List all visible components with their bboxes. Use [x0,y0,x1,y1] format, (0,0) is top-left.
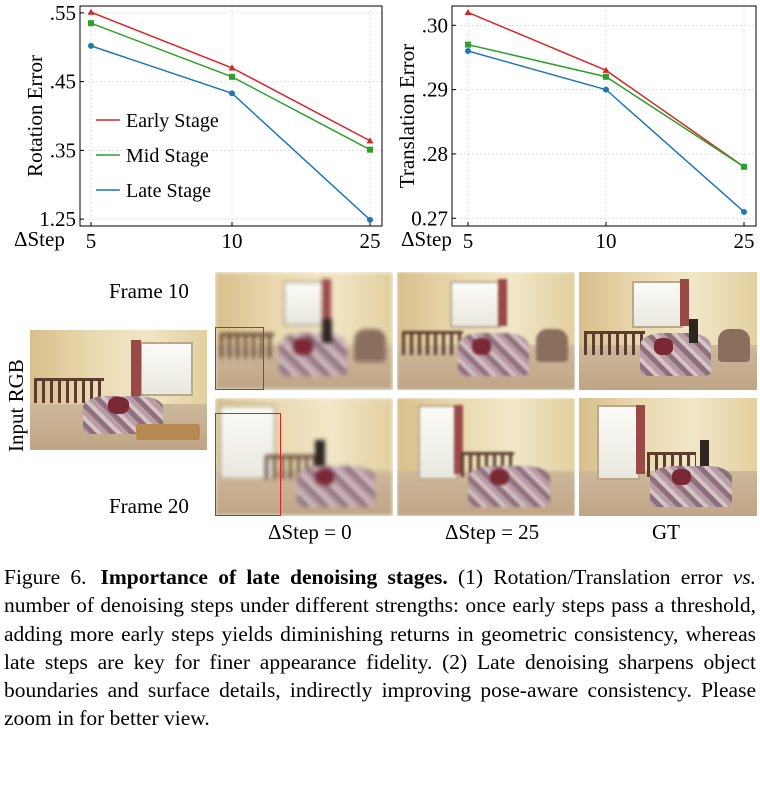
plot-frame [451,5,757,227]
highlight-box [215,327,264,390]
data-point [228,64,236,71]
y-tick-label: .29 [422,78,448,102]
data-point [741,208,747,215]
figure-number: Figure 6. [4,565,87,589]
x-tick-label: 10 [222,229,243,253]
y-tick-label: .30 [422,13,448,37]
data-point [87,8,95,15]
x-tick-label: 25 [360,229,381,253]
y-tick-label: 1.25 [39,207,76,231]
caption-body-2: number of denoising steps under differen… [4,593,756,731]
frame-10-step-0-image [215,272,393,390]
frame-20-gt-image [579,398,757,516]
y-tick-label: 0.27 [411,206,448,230]
frame-10-step-25-image [397,272,575,390]
caption-title: Importance of late denoising stages. [100,565,448,589]
frame-20-step-0-image [215,398,393,516]
caption-vs: vs. [732,565,756,589]
data-point [603,86,609,93]
data-point [88,42,94,49]
column-label-gt: GT [652,520,680,544]
x-tick-label: 5 [86,229,97,253]
data-point [229,90,235,97]
data-point [465,48,471,55]
input-rgb-label: Input RGB [4,359,28,452]
legend-entry: Mid Stage [126,145,209,167]
frame-20-step-25-image [397,398,575,516]
x-axis-label: ΔStep [401,227,452,251]
y-tick-label: .55 [50,1,76,25]
rotation-error-chart: 1.25 .35 .45 .55 5 10 25 Rotation Error ΔStep Ear… [14,1,383,253]
frame-10-gt-image [579,272,757,390]
legend-entry: Early Stage [126,110,219,132]
y-tick-label: .28 [422,142,448,166]
data-point [88,20,94,27]
figure-caption: Figure 6. Importance of late denoising st… [4,563,756,733]
caption-body-1: (1) Rotation/Translation error [447,565,733,589]
data-point [367,216,373,223]
data-point [367,146,373,153]
data-point [366,137,374,144]
y-axis-label: Translation Error [395,44,419,188]
highlight-box [215,413,281,516]
data-point [229,73,235,80]
translation-error-chart: 0.27 .28 .29 .30 5 10 25 Translation Error ΔStep [395,5,757,253]
y-tick-label: .45 [50,70,76,94]
data-point [602,66,610,73]
x-axis-label: ΔStep [14,227,65,251]
legend-entry: Late Stage [126,180,211,202]
x-tick-label: 25 [734,229,755,253]
column-label-step-0: ΔStep = 0 [268,520,352,544]
frame-10-label: Frame 10 [109,279,189,303]
data-point [741,163,747,170]
plot-frame [79,5,383,227]
column-label-step-25: ΔStep = 25 [445,520,540,544]
y-tick-label: .35 [50,138,76,162]
input-rgb-image [30,330,207,450]
x-tick-label: 5 [463,229,474,253]
data-point [464,8,472,16]
x-tick-label: 10 [596,229,617,253]
y-axis-label: Rotation Error [23,55,47,177]
data-point [465,41,471,48]
data-point [603,73,609,80]
frame-20-label: Frame 20 [109,494,189,518]
line-charts: 1.25 .35 .45 .55 5 10 25 Rotation Error ΔStep Ear… [14,1,757,253]
